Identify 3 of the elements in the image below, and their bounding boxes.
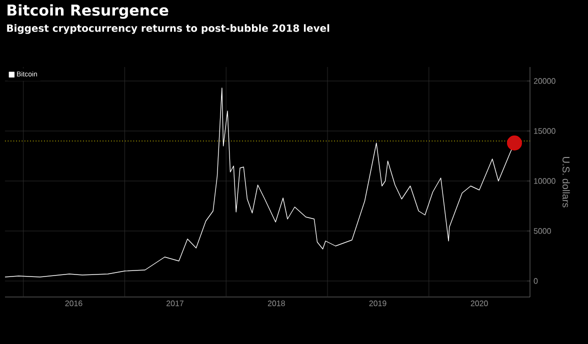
chart-subtitle: Biggest cryptocurrency returns to post-bubble 2018 level xyxy=(7,24,330,34)
chart-title: Bitcoin Resurgence xyxy=(8,4,168,19)
y-axis-title: U.S. dollars xyxy=(562,157,570,208)
